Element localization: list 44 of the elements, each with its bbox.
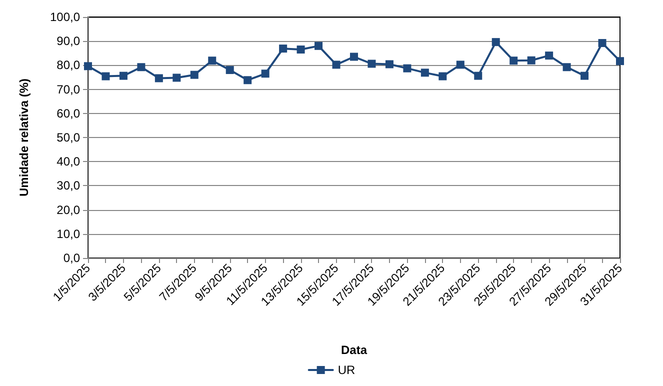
point: [562, 63, 571, 72]
point: [279, 44, 288, 53]
point: [580, 72, 589, 80]
point: [598, 39, 606, 48]
point: [314, 42, 323, 50]
point: [208, 56, 216, 65]
point: [154, 74, 163, 82]
point: [296, 46, 305, 54]
point: [137, 63, 146, 72]
y-tick-label: 50,0: [56, 130, 80, 144]
point: [420, 68, 429, 77]
point: [172, 74, 181, 82]
point: [244, 76, 252, 84]
point: [350, 52, 358, 61]
y-tick-label: 100,0: [50, 10, 80, 24]
y-tick-label: 40,0: [56, 154, 80, 169]
point: [368, 60, 376, 68]
point: [545, 52, 554, 60]
x-axis-title: Data: [340, 343, 368, 357]
point: [226, 66, 234, 74]
y-tick-label: 60,0: [56, 106, 80, 120]
y-tick-label: 20,0: [56, 202, 80, 217]
point: [332, 60, 340, 69]
y-axis-title: Umidade relativa (%): [17, 78, 31, 197]
y-tick-label: 10,0: [56, 226, 80, 241]
point: [385, 60, 394, 68]
point: [510, 56, 518, 65]
point: [616, 57, 624, 66]
point: [438, 72, 447, 80]
y-tick-label: 70,0: [56, 82, 80, 96]
legend-label: UR: [338, 363, 356, 377]
point: [527, 56, 536, 64]
point: [456, 60, 464, 69]
point: [474, 72, 482, 80]
point: [492, 38, 500, 46]
point: [119, 72, 128, 80]
point: [261, 70, 270, 78]
y-tick-label: 90,0: [56, 34, 80, 48]
y-tick-label: 80,0: [56, 58, 80, 72]
point: [102, 72, 110, 80]
point: [403, 64, 412, 72]
y-tick-label: 30,0: [56, 178, 80, 193]
y-tick-label: 0,0: [63, 251, 80, 265]
point: [190, 70, 198, 79]
